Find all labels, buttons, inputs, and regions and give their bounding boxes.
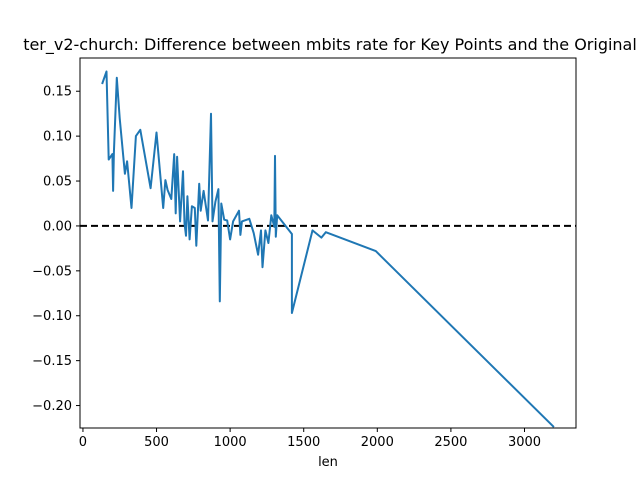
- y-axis-ticks: −0.20 −0.15 −0.10 −0.05 0.00 0.05 0.10 0.15: [32, 85, 80, 414]
- x-tick-label: 0: [79, 435, 87, 450]
- y-tick-label: 0.10: [43, 130, 72, 145]
- y-tick-label: 0.05: [43, 175, 72, 190]
- x-axis-label: len: [318, 455, 338, 470]
- x-tick-label: 3000: [508, 435, 541, 450]
- x-tick-label: 2000: [361, 435, 394, 450]
- y-tick-label: −0.10: [32, 309, 72, 324]
- x-tick-label: 2500: [434, 435, 467, 450]
- x-tick-label: 1500: [287, 435, 320, 450]
- series-line: [101, 70, 555, 428]
- plot-frame: [79, 57, 577, 429]
- y-tick-label: −0.05: [32, 264, 72, 279]
- y-tick-label: 0.15: [43, 85, 72, 100]
- y-tick-label: 0.00: [43, 219, 72, 234]
- x-tick-label: 500: [144, 435, 169, 450]
- x-axis-ticks: 0 500 1000 1500 2000 2500 3000: [79, 428, 541, 450]
- x-tick-label: 1000: [214, 435, 247, 450]
- y-tick-label: −0.15: [32, 354, 72, 369]
- chart-title: ter_v2-church: Difference between mbits …: [23, 35, 637, 55]
- plot-area: [80, 58, 576, 428]
- y-tick-label: −0.20: [32, 399, 72, 414]
